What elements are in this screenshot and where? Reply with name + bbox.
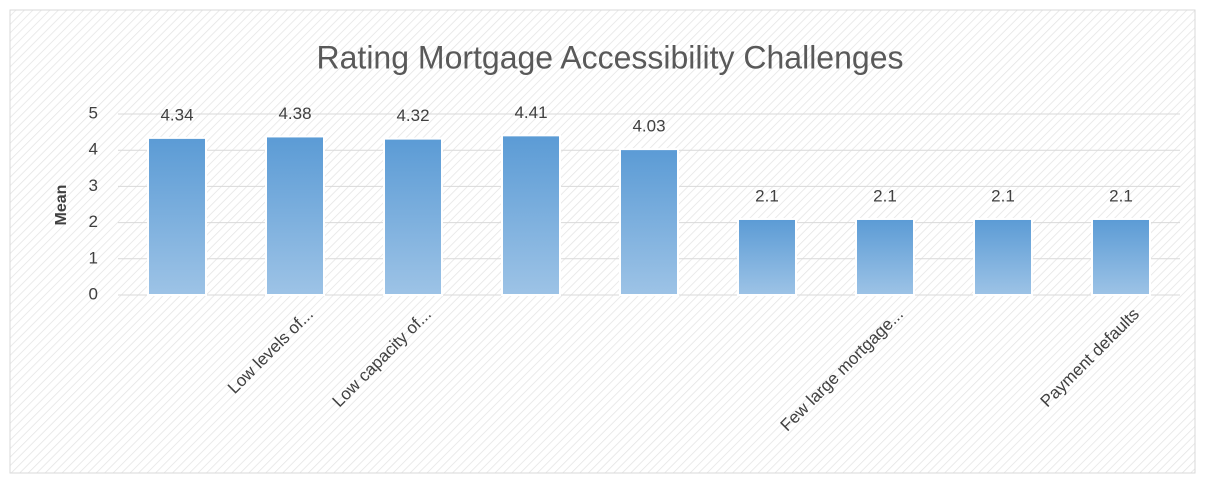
y-tick-label: 4: [89, 140, 98, 159]
chart-title: Rating Mortgage Accessibility Challenges: [317, 39, 904, 75]
y-tick-label: 3: [89, 176, 98, 195]
bar: [501, 134, 561, 296]
data-label: 4.41: [514, 103, 547, 122]
bar: [619, 148, 679, 296]
data-label: 4.03: [632, 117, 665, 136]
data-label: 2.1: [991, 186, 1015, 205]
bar: [737, 217, 797, 296]
bar: [855, 217, 915, 296]
bar: [973, 217, 1033, 296]
y-tick-label: 1: [89, 248, 98, 267]
bar: [383, 137, 443, 296]
data-label: 2.1: [873, 186, 897, 205]
y-tick-label: 5: [89, 103, 98, 122]
data-label: 2.1: [1109, 186, 1133, 205]
data-label: 2.1: [755, 186, 779, 205]
bar: [265, 135, 325, 296]
bar: [1091, 217, 1151, 296]
data-label: 4.32: [396, 106, 429, 125]
data-label: 4.34: [160, 105, 193, 124]
y-axis-label: Mean: [53, 185, 70, 226]
bar: [147, 136, 207, 296]
y-tick-label: 2: [89, 212, 98, 231]
y-tick-label: 0: [89, 284, 98, 303]
data-label: 4.38: [278, 104, 311, 123]
